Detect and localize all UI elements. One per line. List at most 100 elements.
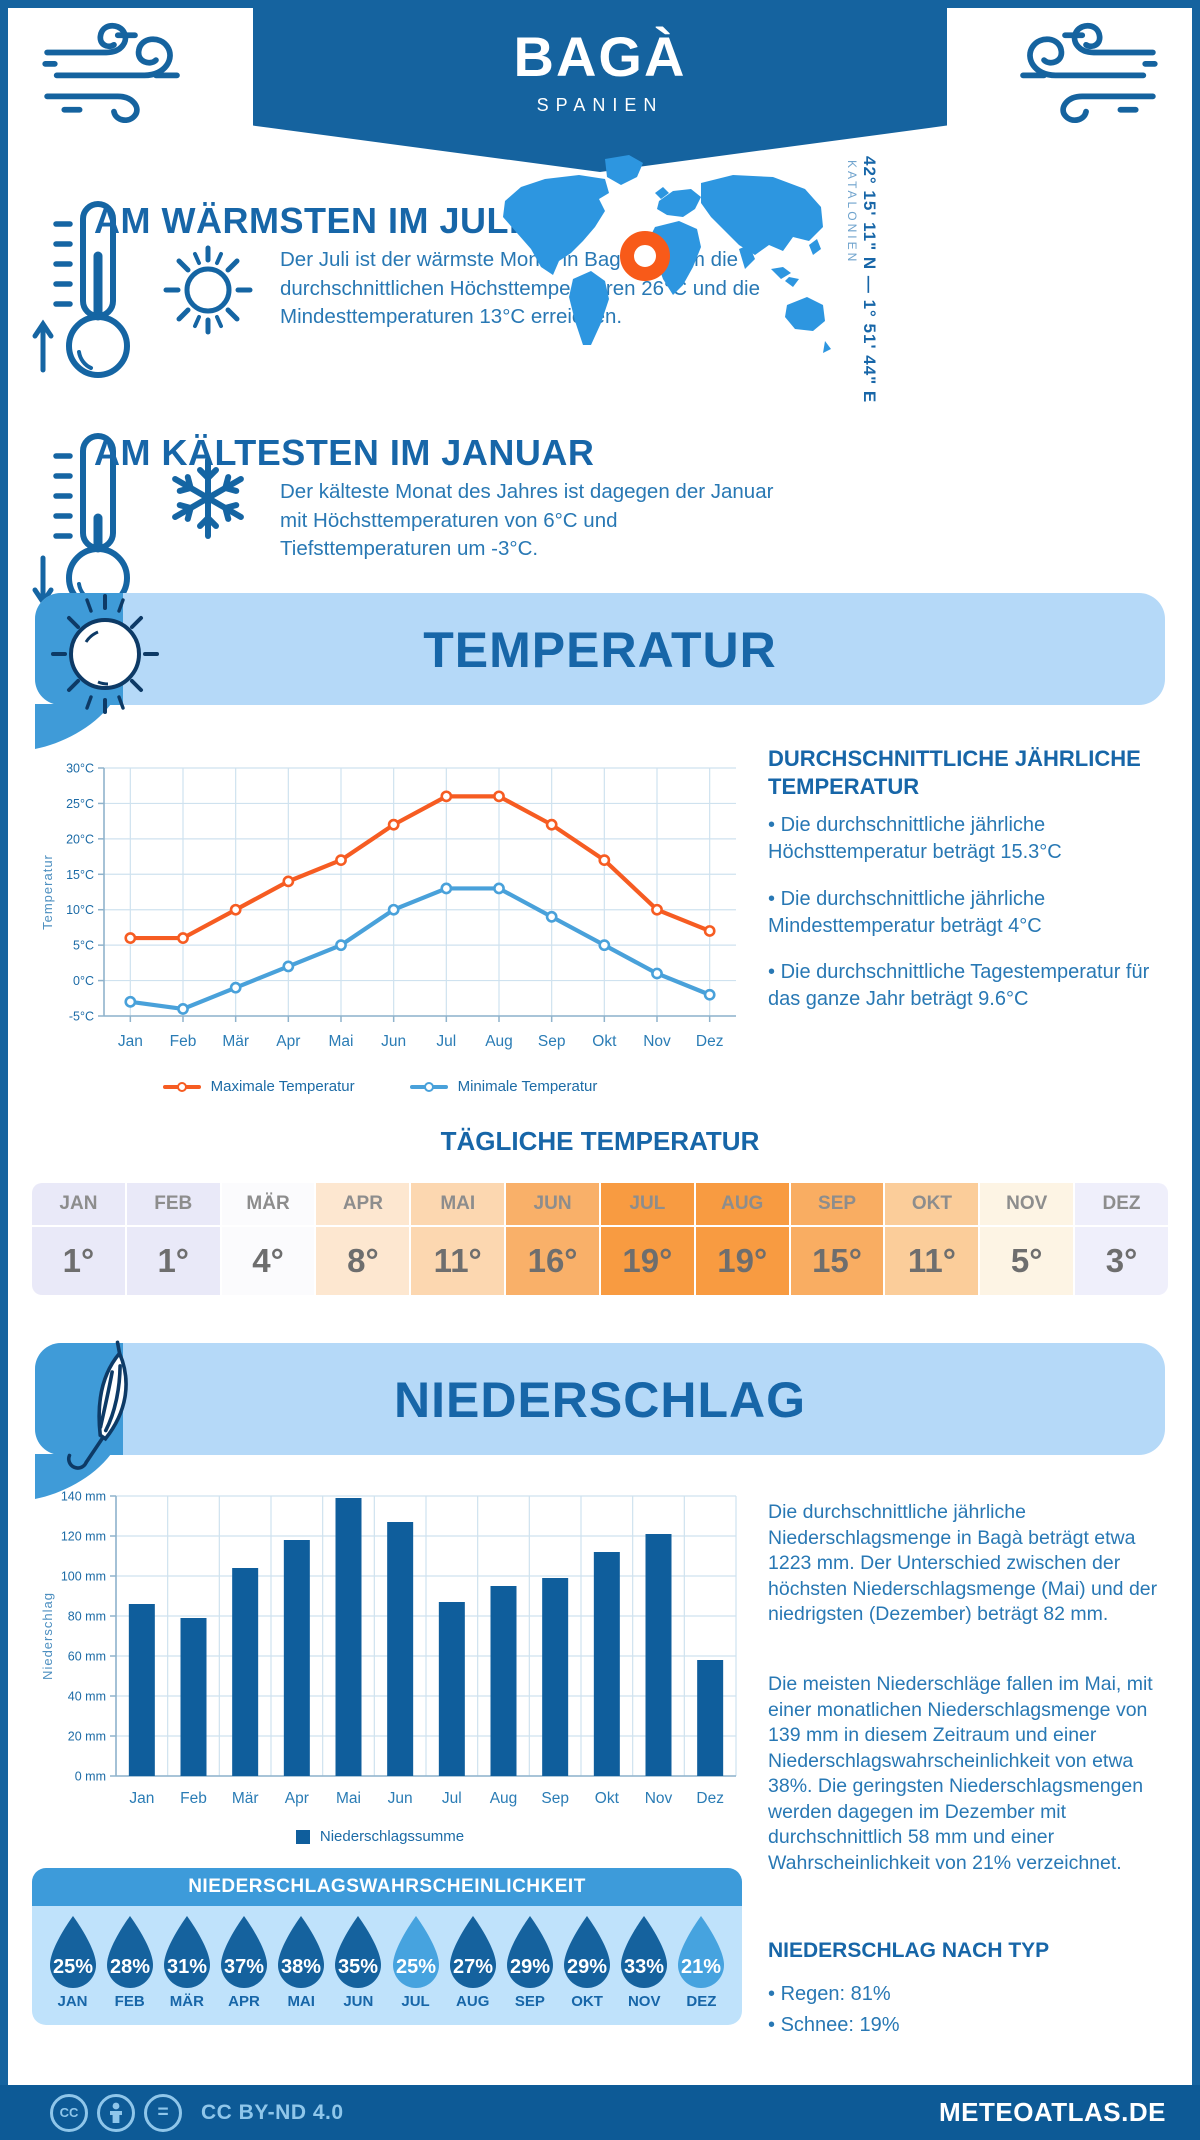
wind-icon: [42, 22, 180, 123]
legend-item: Minimale Temperatur: [409, 1078, 597, 1095]
legend-label: Niederschlagssumme: [319, 1828, 465, 1845]
probability-droplet: 25% JAN: [44, 1914, 101, 2025]
svg-text:21%: 21%: [681, 1956, 721, 1978]
svg-text:Sep: Sep: [541, 1790, 569, 1807]
coordinates-text: 42° 15' 11" N — 1° 51' 44" E: [860, 156, 879, 404]
droplet-month: DEZ: [686, 1993, 717, 2010]
daily-temp-table: JAN 1° FEB 1° MÄR 4° APR 8° MAI 11° JUN 16° JUL 19° AU…: [32, 1183, 1168, 1295]
svg-text:0 mm: 0 mm: [75, 1770, 106, 1784]
svg-text:Okt: Okt: [592, 1033, 617, 1050]
snowflake-icon: [172, 457, 244, 539]
daily-temp-value: 8°: [347, 1242, 379, 1279]
droplet-icon: 35%: [335, 1916, 382, 1988]
umbrella-icon: [67, 1340, 128, 1470]
daily-temp-month: MÄR: [221, 1183, 315, 1227]
warmest-heading: AM WÄRMSTEN IM JULI: [94, 200, 520, 241]
probability-droplet: 28% FEB: [101, 1914, 158, 2025]
annual-temp-bullet: Die durchschnittliche jährliche Mindestt…: [768, 886, 1168, 940]
daily-temp-cell: MAI 11°: [411, 1183, 505, 1295]
footer-bar: CC = CC BY-ND 4.0 METEOATLAS.DE: [0, 2085, 1200, 2140]
daily-temp-value: 1°: [62, 1242, 95, 1279]
svg-text:Mär: Mär: [222, 1033, 249, 1050]
precip-type-heading: NIEDERSCHLAG NACH TYP: [768, 1939, 1050, 1962]
site-name: METEOATLAS.DE: [938, 2097, 1166, 2127]
temperature-legend: Maximale Temperatur Minimale Temperatur: [0, 1078, 760, 1095]
droplet-month: SEP: [514, 1993, 545, 2010]
svg-text:Jul: Jul: [442, 1790, 462, 1807]
person-icon: [97, 2093, 135, 2132]
droplet-icon: 28%: [106, 1916, 153, 1988]
svg-text:37%: 37%: [224, 1956, 264, 1978]
svg-text:31%: 31%: [167, 1956, 207, 1978]
svg-text:Dez: Dez: [696, 1033, 724, 1050]
droplet-icon: 38%: [278, 1916, 325, 1988]
droplet-icon: 31%: [163, 1916, 210, 1988]
droplet-month: NOV: [627, 1993, 661, 2010]
daily-temp-value: 3°: [1105, 1242, 1138, 1279]
precip-paragraph-2: Die meisten Niederschläge fallen im Mai,…: [768, 1673, 1153, 1874]
frame-right: [1192, 0, 1200, 2085]
droplet-icon: 37%: [221, 1916, 268, 1988]
daily-temp-cell: JUN 16°: [506, 1183, 599, 1295]
daily-temp-month: DEZ: [1075, 1183, 1168, 1227]
svg-text:27%: 27%: [453, 1956, 493, 1978]
sun-banner-icon: [51, 594, 159, 714]
header-banner: BAGÀ SPANIEN: [253, 0, 947, 172]
svg-text:38%: 38%: [281, 1956, 321, 1978]
probability-droplet: 29% OKT: [559, 1914, 616, 2025]
legend-item: Maximale Temperatur: [162, 1078, 355, 1095]
svg-text:28%: 28%: [110, 1956, 150, 1978]
daily-temp-cell: AUG 19°: [695, 1183, 789, 1295]
svg-text:60 mm: 60 mm: [68, 1650, 106, 1664]
coordinates-block: 42° 15' 11" N — 1° 51' 44" E KATALONIEN: [845, 156, 879, 406]
droplet-month: MÄR: [169, 1993, 204, 2010]
daily-temp-cell: DEZ 3°: [1075, 1183, 1168, 1295]
daily-temp-heading: TÄGLICHE TEMPERATUR: [440, 1126, 760, 1156]
daily-temp-cell: APR 8°: [316, 1183, 410, 1295]
location-marker: [620, 231, 670, 281]
droplet-icon: 25%: [49, 1916, 96, 1988]
svg-text:35%: 35%: [338, 1956, 378, 1978]
svg-text:0°C: 0°C: [73, 974, 94, 988]
svg-text:Mai: Mai: [329, 1033, 354, 1050]
equals-icon: =: [144, 2093, 182, 2132]
svg-text:20°C: 20°C: [66, 832, 94, 846]
annual-temp-heading: DURCHSCHNITTLICHE JÄHRLICHE TEMPERATUR: [768, 746, 1141, 800]
svg-text:Nov: Nov: [643, 1033, 671, 1050]
svg-text:25%: 25%: [396, 1956, 436, 1978]
daily-temp-value: 15°: [812, 1242, 862, 1279]
svg-text:40 mm: 40 mm: [68, 1690, 106, 1704]
probability-droplet: 31% MÄR: [158, 1914, 215, 2025]
temperature-section-banner: [35, 593, 1165, 705]
precipitation-chart: 140 mm 120 mm 100 mm 80 mm 60 mm 40 mm 20 mm 0 …: [40, 1490, 737, 1807]
wind-icon: [1020, 22, 1158, 123]
precip-type-bullet: Regen: 81%: [768, 1981, 1168, 2008]
annual-temp-bullet: Die durchschnittliche Tagestemperatur fü…: [768, 959, 1168, 1013]
legend-line-marker: [162, 1081, 201, 1092]
daily-temp-cell: SEP 15°: [790, 1183, 884, 1295]
region-text: KATALONIEN: [845, 160, 859, 265]
daily-temp-month: JUL: [600, 1183, 694, 1227]
coldest-text: Der kälteste Monat des Jahres ist dagege…: [280, 480, 774, 561]
svg-text:15°C: 15°C: [66, 868, 94, 882]
svg-text:Mai: Mai: [336, 1790, 361, 1807]
daily-temp-value: 1°: [157, 1242, 190, 1279]
daily-temp-month: NOV: [980, 1183, 1074, 1227]
droplet-icon: 33%: [621, 1916, 668, 1988]
droplet-month: APR: [228, 1993, 260, 2010]
daily-temp-value: 19°: [717, 1242, 768, 1279]
svg-text:Nov: Nov: [645, 1790, 673, 1807]
svg-text:25°C: 25°C: [66, 797, 94, 811]
daily-temp-month: OKT: [885, 1183, 979, 1227]
svg-text:5°C: 5°C: [73, 939, 94, 953]
coldest-heading: AM KÄLTESTEN IM JANUAR: [94, 432, 595, 473]
droplet-month: FEB: [114, 1993, 145, 2010]
page-subtitle: SPANIEN: [536, 95, 664, 115]
svg-text:Apr: Apr: [276, 1033, 300, 1050]
svg-text:Niederschlag: Niederschlag: [40, 1592, 55, 1680]
precipitation-section-banner: [35, 1343, 1165, 1455]
legend-line-marker: [409, 1081, 448, 1092]
daily-temp-month: MAI: [411, 1183, 505, 1227]
probability-droplet: 21% DEZ: [673, 1914, 730, 2025]
